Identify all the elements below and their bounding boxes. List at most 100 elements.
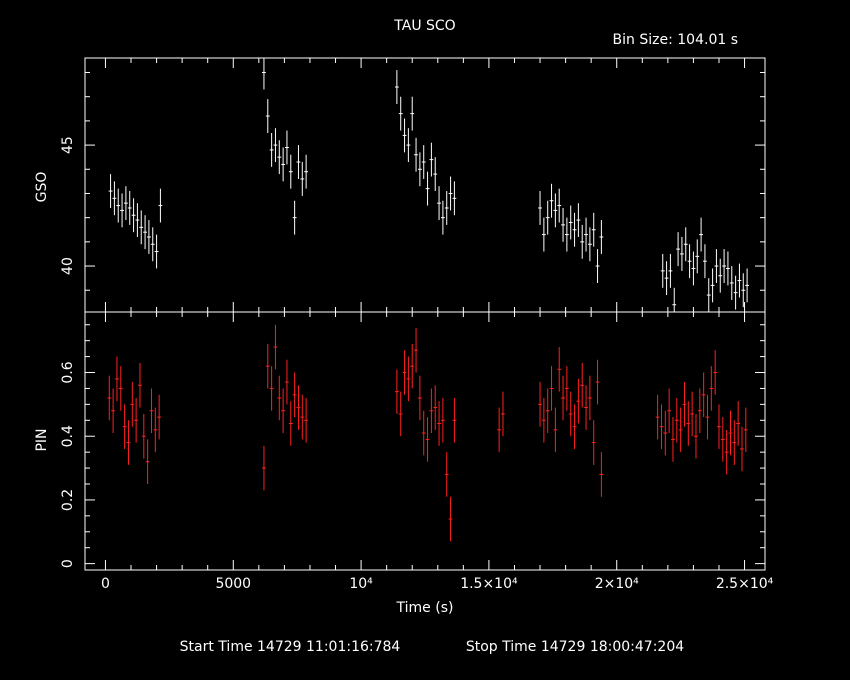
- data-point: [728, 410, 733, 456]
- data-point: [538, 191, 542, 225]
- data-point: [595, 359, 600, 405]
- data-point: [143, 215, 147, 250]
- data-point: [729, 266, 734, 300]
- data-point: [440, 398, 445, 443]
- data-point: [444, 452, 449, 497]
- data-point: [437, 401, 441, 446]
- data-point: [402, 350, 407, 395]
- data-point: [553, 407, 558, 453]
- data-point: [674, 398, 679, 443]
- data-point: [561, 375, 565, 421]
- y-tick-label: 0.4: [60, 425, 76, 447]
- data-point: [741, 273, 746, 308]
- gso-axis-label: GSO: [34, 172, 50, 203]
- data-point: [157, 394, 162, 440]
- data-point: [116, 188, 121, 223]
- data-point: [262, 445, 266, 491]
- data-point: [714, 249, 719, 283]
- data-point: [541, 398, 546, 443]
- data-point: [296, 385, 301, 430]
- data-point: [584, 385, 588, 430]
- data-point: [108, 174, 113, 208]
- data-point: [448, 496, 453, 542]
- data-point: [655, 394, 660, 440]
- x-tick-label: 5000: [215, 576, 251, 592]
- data-point: [265, 343, 270, 389]
- data-point: [710, 268, 715, 303]
- data-point: [120, 193, 124, 228]
- data-point: [690, 391, 695, 437]
- data-point: [304, 398, 309, 443]
- data-point: [107, 375, 112, 421]
- data-point: [122, 404, 127, 449]
- data-point: [572, 404, 577, 449]
- data-point: [126, 420, 131, 465]
- data-point: [737, 263, 742, 298]
- data-point: [417, 375, 422, 421]
- data-point: [705, 394, 710, 440]
- x-tick-label: 2.5×10⁴: [716, 576, 774, 592]
- data-point: [686, 401, 691, 446]
- data-point: [118, 366, 123, 411]
- data-point: [717, 404, 721, 449]
- data-point: [733, 275, 738, 310]
- data-point: [541, 217, 546, 252]
- data-point: [553, 193, 558, 228]
- pin-axis-label: PIN: [34, 428, 50, 451]
- x-tick-label: 1.5×10⁴: [460, 576, 518, 592]
- data-point: [130, 382, 135, 427]
- data-point: [576, 378, 581, 424]
- data-point: [262, 58, 266, 90]
- data-point: [285, 359, 289, 405]
- data-point: [127, 191, 132, 225]
- data-point: [703, 244, 707, 279]
- bin-size-label: Bin Size: 104.01 s: [613, 32, 738, 48]
- data-point: [587, 375, 592, 421]
- x-tick-label: 0: [101, 576, 110, 592]
- data-point: [549, 366, 554, 411]
- data-point: [724, 429, 729, 475]
- data-point: [672, 287, 677, 312]
- data-point: [285, 130, 289, 165]
- data-point: [701, 372, 706, 418]
- data-point: [699, 217, 704, 252]
- data-point: [591, 212, 596, 247]
- data-point: [281, 147, 286, 182]
- data-point: [709, 366, 714, 411]
- data-point: [131, 198, 136, 233]
- data-point: [743, 407, 748, 453]
- x-tick-label: 2×10⁴: [595, 576, 639, 592]
- data-point: [713, 350, 718, 395]
- data-point: [706, 278, 711, 312]
- data-point: [667, 388, 672, 434]
- data-point: [111, 388, 116, 434]
- data-point: [501, 391, 505, 437]
- data-point: [300, 394, 305, 440]
- data-point: [145, 439, 150, 484]
- data-point: [697, 388, 702, 434]
- data-point: [659, 404, 664, 449]
- data-point: [158, 188, 163, 223]
- data-point: [417, 152, 422, 187]
- data-point: [269, 366, 274, 411]
- x-tick-label: 10⁴: [349, 576, 373, 592]
- data-point: [561, 207, 565, 242]
- data-point: [429, 142, 434, 177]
- data-point: [134, 398, 139, 443]
- data-point: [123, 186, 128, 221]
- data-point: [660, 253, 665, 288]
- data-point: [440, 200, 445, 235]
- data-point: [292, 372, 297, 418]
- y-tick-label: 0: [60, 559, 76, 568]
- data-point: [112, 181, 117, 216]
- data-point: [676, 232, 680, 267]
- data-point: [572, 212, 577, 247]
- data-point: [398, 96, 403, 131]
- data-point: [668, 253, 673, 288]
- data-point: [722, 249, 727, 283]
- data-point: [545, 200, 550, 235]
- data-point: [694, 413, 698, 459]
- data-point: [444, 191, 449, 225]
- data-point: [663, 410, 668, 456]
